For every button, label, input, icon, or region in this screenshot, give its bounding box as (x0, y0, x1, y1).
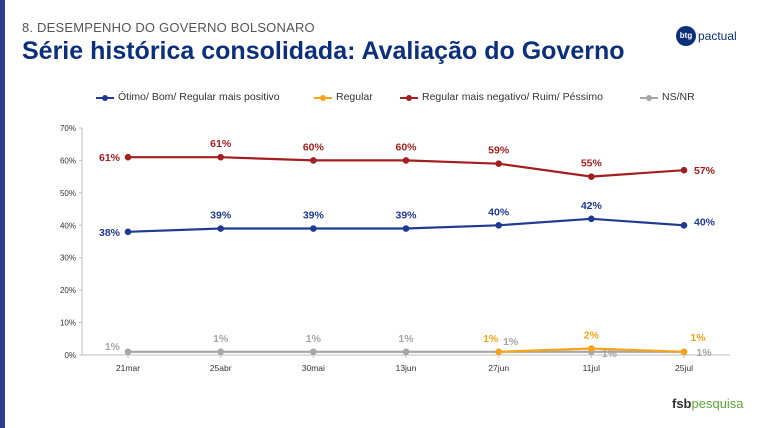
data-point (495, 221, 502, 229)
y-tick-label: 70% (60, 124, 76, 133)
data-label: 1% (398, 333, 414, 345)
data-label: 39% (303, 210, 325, 222)
legend-label-nsnr: NS/NR (662, 91, 695, 103)
data-label: 60% (303, 141, 325, 153)
x-tick-label: 21mar (116, 363, 140, 373)
y-tick-label: 20% (60, 286, 76, 295)
legend-label-regular: Regular (336, 91, 373, 103)
data-point (217, 348, 224, 356)
data-label: 39% (210, 210, 232, 222)
data-point (495, 160, 502, 167)
data-label: 60% (395, 141, 417, 153)
data-label: 1% (696, 347, 712, 359)
x-tick-label: 30mai (302, 363, 325, 373)
data-label: 1% (105, 341, 121, 353)
data-label: 59% (488, 145, 510, 157)
data-label: 39% (395, 210, 417, 222)
page-title: Série histórica consolidada: Avaliação d… (22, 37, 625, 65)
data-point (124, 153, 132, 161)
data-point (402, 157, 410, 164)
accent-bar (0, 0, 5, 428)
data-label: 55% (581, 158, 603, 170)
fsb-logo-light: pesquisa (691, 396, 744, 411)
x-tick-label: 27jun (488, 363, 509, 373)
data-point (402, 225, 410, 232)
data-point (588, 215, 595, 223)
data-point (217, 225, 224, 232)
data-point (217, 153, 224, 161)
fsb-logo-bold: fsb (672, 396, 692, 411)
data-point (124, 228, 132, 236)
data-label: 40% (694, 216, 716, 228)
legend-swatch-positive (96, 95, 114, 101)
legend-swatch-regular (314, 95, 332, 101)
data-label: 42% (581, 200, 603, 212)
data-point (680, 221, 688, 229)
y-tick-label: 10% (60, 319, 76, 328)
fsb-pesquisa-logo: fsbpesquisa (672, 396, 744, 411)
data-label: 57% (694, 165, 716, 177)
btg-logo-text: pactual (698, 29, 737, 43)
x-tick-label: 11jul (583, 363, 600, 373)
data-label: 61% (99, 152, 121, 164)
data-label: 1% (306, 333, 322, 345)
data-point (495, 348, 502, 356)
data-label: 2% (584, 330, 600, 342)
legend-label-negative: Regular mais negativo/ Ruim/ Péssimo (422, 91, 603, 103)
x-tick-label: 25jul (675, 363, 693, 373)
data-label: 1% (483, 333, 499, 345)
data-label: 1% (602, 348, 618, 360)
y-tick-label: 50% (60, 189, 76, 198)
legend-swatch-nsnr (640, 95, 658, 101)
data-label: 61% (210, 138, 232, 150)
data-label: 1% (690, 332, 706, 344)
data-label: 1% (503, 336, 519, 348)
data-point (588, 173, 595, 180)
data-point (680, 348, 688, 356)
data-point (680, 166, 688, 174)
data-point (402, 348, 410, 356)
y-tick-label: 40% (60, 221, 76, 230)
y-tick-label: 0% (64, 351, 76, 360)
x-tick-label: 13jun (396, 363, 417, 373)
data-point (310, 157, 317, 164)
data-point (124, 348, 132, 356)
legend-label-positive: Ótimo/ Bom/ Regular mais positivo (118, 91, 280, 103)
data-point (310, 348, 317, 356)
legend-swatch-negative (400, 95, 418, 101)
data-label: 1% (213, 333, 229, 345)
data-label: 38% (99, 227, 121, 239)
data-point (588, 345, 595, 352)
section-label: 8. DESEMPENHO DO GOVERNO BOLSONARO (22, 20, 315, 35)
btg-pactual-logo: btg pactual (676, 26, 746, 50)
y-tick-label: 30% (60, 254, 76, 263)
y-tick-label: 60% (60, 156, 76, 165)
x-tick-label: 25abr (210, 363, 232, 373)
data-point (310, 225, 317, 232)
data-label: 40% (488, 206, 510, 218)
btg-logo-mark: btg (676, 26, 696, 46)
